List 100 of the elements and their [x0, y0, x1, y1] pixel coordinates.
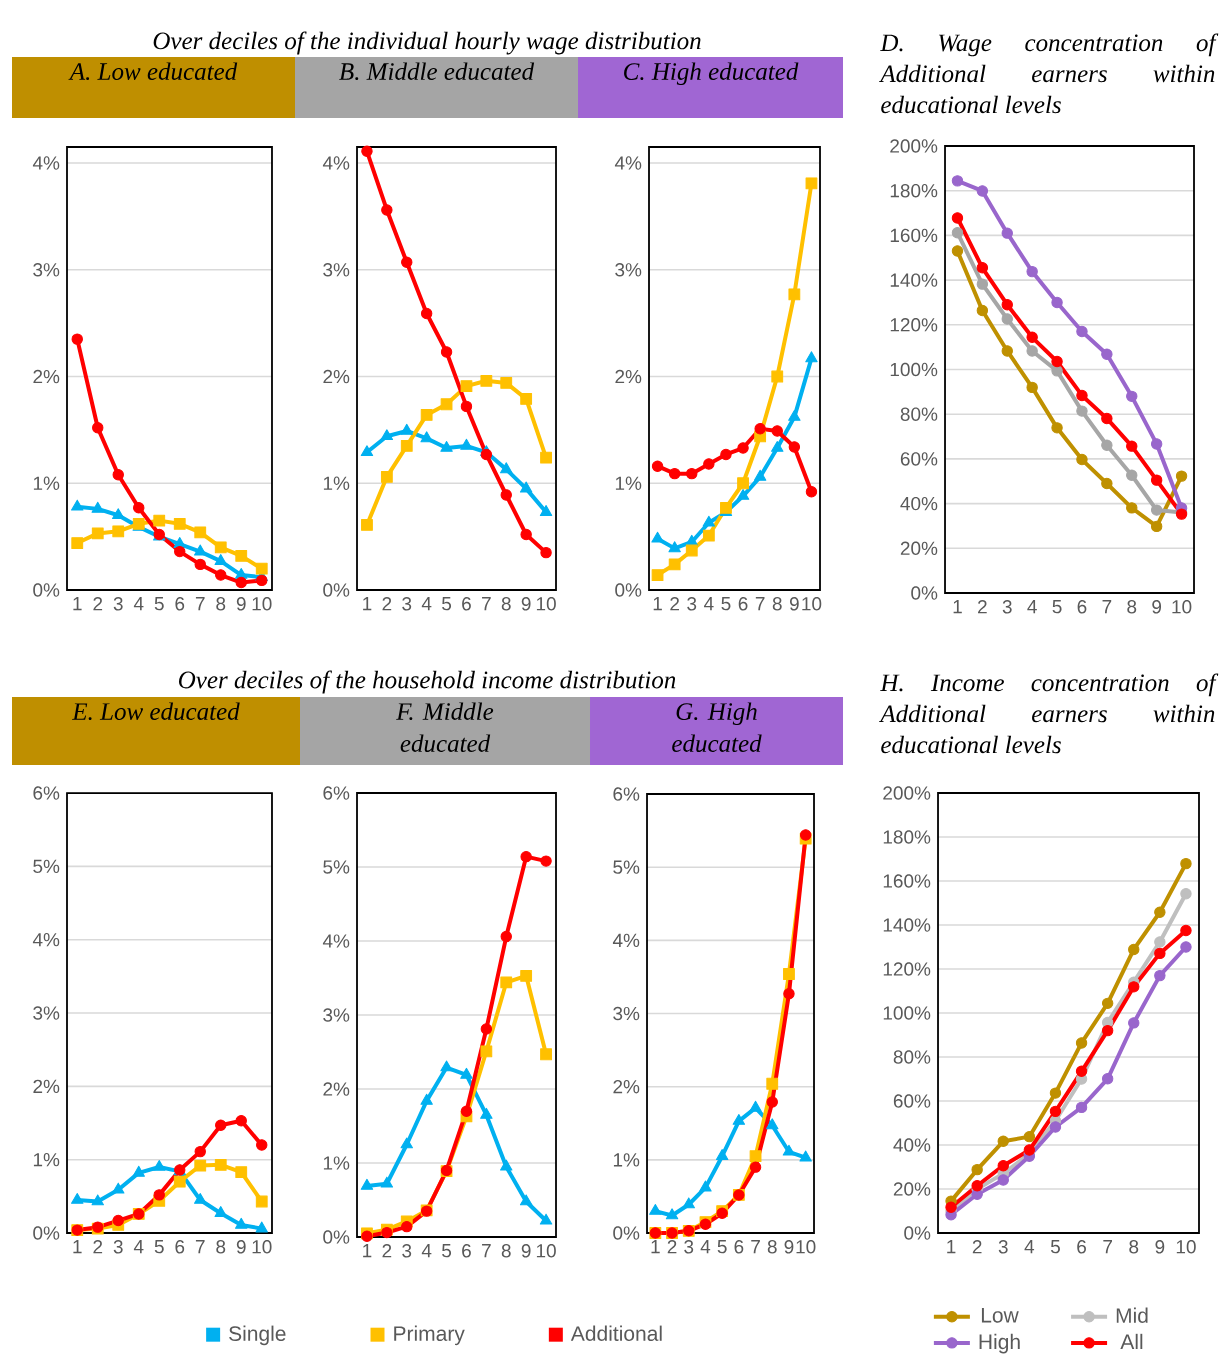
y-tick-label: 4% [32, 156, 60, 170]
y-tick-label: 2% [613, 1079, 640, 1094]
y-tick-label: 80% [900, 407, 938, 421]
y-tick-label: 2% [33, 1079, 60, 1094]
chart-title: D. Wage concentration of Additional earners within educational levels [879, 33, 1219, 114]
x-tick-label: 5 [721, 597, 731, 611]
y-tick-label: 3% [33, 1006, 60, 1020]
legend-label: Additional [570, 1325, 662, 1342]
y-tick-label: 0% [904, 1226, 931, 1240]
y-tick-label: 4% [612, 933, 640, 948]
y-tick-label: 1% [613, 1153, 640, 1167]
legend-label: Low [981, 1308, 1019, 1323]
x-tick-label: 10 [796, 1240, 816, 1254]
x-tick-label: 1 [73, 1240, 82, 1254]
chart-title: F. Middle educated [396, 702, 494, 753]
x-tick-label: 4 [421, 1244, 432, 1258]
y-tick-label: 200% [883, 786, 931, 800]
y-tick-label: 100% [883, 1006, 931, 1020]
x-tick-label: 10 [536, 1244, 556, 1258]
x-tick-label: 7 [1102, 600, 1112, 614]
x-tick-label: 7 [751, 1240, 760, 1254]
y-tick-label: 120% [883, 962, 931, 976]
x-tick-label: 2 [978, 600, 987, 614]
y-tick-label: 40% [893, 1138, 931, 1152]
y-tick-label: 6% [613, 787, 640, 801]
y-tick-label: 4% [322, 156, 350, 170]
y-tick-label: 180% [883, 830, 931, 844]
y-tick-label: 0% [613, 1226, 640, 1240]
y-tick-label: 1% [615, 476, 642, 490]
y-tick-label: 5% [613, 860, 640, 874]
x-tick-label: 8 [501, 1244, 511, 1258]
x-tick-label: 9 [1155, 1240, 1165, 1254]
x-tick-label: 6 [175, 597, 185, 611]
y-tick-label: 0% [615, 583, 642, 597]
y-tick-label: 0% [323, 1230, 350, 1244]
x-tick-label: 7 [482, 1244, 491, 1258]
chart-title: E. Low educated [72, 702, 240, 721]
x-tick-label: 8 [772, 597, 782, 611]
x-tick-label: 8 [216, 597, 226, 611]
x-tick-label: 4 [421, 597, 432, 611]
x-tick-label: 10 [252, 597, 272, 611]
x-tick-label: 9 [236, 597, 246, 611]
y-tick-label: 1% [33, 1153, 60, 1167]
x-tick-label: 2 [670, 597, 679, 611]
y-tick-label: 0% [33, 583, 60, 597]
y-tick-label: 3% [323, 1008, 350, 1022]
x-tick-label: 4 [133, 1240, 144, 1254]
chart-title: A. Low educated [68, 62, 238, 81]
y-tick-label: 160% [883, 874, 931, 888]
x-tick-label: 6 [462, 597, 471, 611]
x-tick-label: 4 [700, 1240, 711, 1254]
y-tick-label: 5% [33, 859, 60, 874]
chart-title: C. High educated [624, 62, 799, 86]
x-tick-label: 5 [1050, 1240, 1060, 1254]
y-tick-label: 6% [323, 786, 350, 800]
x-tick-label: 5 [717, 1240, 727, 1254]
x-tick-label: 6 [1077, 1240, 1086, 1254]
x-tick-label: 5 [1052, 600, 1062, 614]
y-tick-label: 0% [33, 1226, 60, 1240]
x-tick-label: 5 [442, 597, 452, 611]
x-tick-label: 3 [1002, 600, 1012, 614]
legend-label: All [1120, 1333, 1143, 1350]
x-tick-label: 1 [363, 597, 372, 611]
y-tick-label: 1% [323, 1156, 350, 1170]
y-tick-label: 2% [323, 1082, 350, 1096]
y-tick-label: 3% [615, 263, 642, 277]
y-tick-label: 20% [893, 1182, 931, 1196]
legend-label: Single [229, 1325, 286, 1346]
x-tick-label: 9 [789, 597, 799, 611]
y-tick-label: 120% [890, 318, 938, 332]
chart-title: B. Middle educated [339, 62, 535, 81]
y-tick-label: 180% [890, 183, 938, 198]
y-tick-label: 1% [33, 476, 60, 490]
x-tick-label: 4 [704, 597, 714, 611]
legend-label: Mid [1116, 1307, 1148, 1324]
x-tick-label: 10 [1172, 600, 1192, 614]
x-tick-label: 7 [482, 597, 491, 611]
x-tick-label: 6 [738, 597, 748, 611]
y-tick-label: 160% [890, 228, 938, 243]
y-tick-label: 0% [323, 583, 350, 597]
x-tick-label: 2 [382, 1244, 392, 1258]
x-tick-label: 3 [402, 597, 412, 611]
y-tick-label: 2% [33, 369, 60, 384]
x-tick-label: 4 [1027, 600, 1037, 614]
x-tick-label: 8 [1127, 600, 1137, 614]
x-tick-label: 5 [442, 1244, 452, 1258]
y-tick-label: 5% [323, 860, 350, 874]
x-tick-label: 8 [501, 597, 511, 611]
x-tick-label: 9 [521, 1244, 531, 1258]
y-tick-label: 80% [893, 1050, 931, 1064]
x-tick-label: 6 [734, 1240, 744, 1254]
x-tick-label: 10 [1176, 1240, 1196, 1254]
chart-title: G. High educated [672, 702, 762, 753]
y-tick-label: 3% [323, 263, 350, 277]
y-tick-label: 100% [890, 362, 938, 377]
chart-title: H. Income concentration of Additional earners within educational levels [879, 673, 1219, 754]
x-tick-label: 8 [216, 1240, 226, 1254]
x-tick-label: 1 [953, 600, 962, 614]
x-tick-label: 8 [767, 1240, 777, 1254]
x-tick-label: 3 [402, 1244, 412, 1258]
